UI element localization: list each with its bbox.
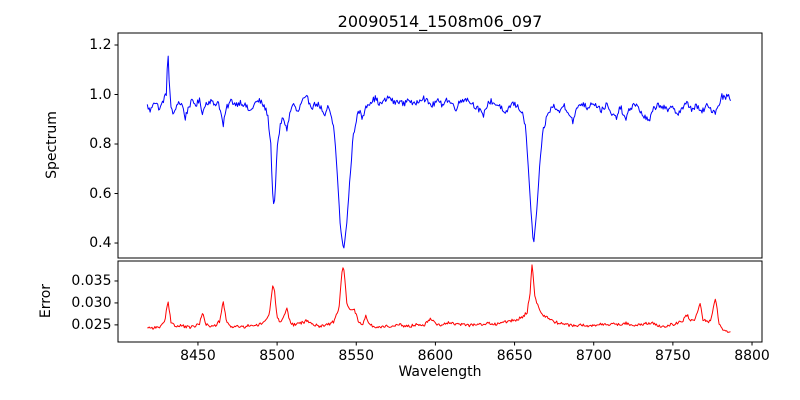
y-tick-label-0.8: 0.8 xyxy=(89,136,112,152)
spectrum-line xyxy=(146,55,731,249)
chart-title: 20090514_1508m06_097 xyxy=(337,12,543,31)
x-tick-label-8650: 8650 xyxy=(496,347,533,364)
x-tick-label-8550: 8550 xyxy=(338,347,375,364)
error-panel xyxy=(117,260,763,343)
y-tick-label-0.025: 0.025 xyxy=(71,316,112,333)
spectrum-axis-label: Spectrum xyxy=(44,111,60,179)
x-tick-label-8700: 8700 xyxy=(575,347,612,364)
spectrum-panel xyxy=(117,32,763,259)
y-tick-label-0.4: 0.4 xyxy=(89,235,112,252)
wavelength-axis-label: Wavelength xyxy=(398,364,482,380)
y-tick-label-0.6: 0.6 xyxy=(89,185,112,202)
x-tick-label-8750: 8750 xyxy=(655,347,691,364)
y-tick-label-0.035: 0.035 xyxy=(71,272,112,289)
error-axis-label: Error xyxy=(38,283,54,319)
error-line xyxy=(147,264,731,333)
x-tick-label-8450: 8450 xyxy=(180,347,216,364)
x-tick-label-8800: 8800 xyxy=(734,347,770,364)
y-tick-label-1.2: 1.2 xyxy=(89,37,112,53)
x-tick-label-8600: 8600 xyxy=(417,347,454,364)
y-tick-label-0.030: 0.030 xyxy=(71,294,112,311)
y-tick-label-1.0: 1.0 xyxy=(89,86,112,103)
x-tick-label-8500: 8500 xyxy=(259,347,295,364)
